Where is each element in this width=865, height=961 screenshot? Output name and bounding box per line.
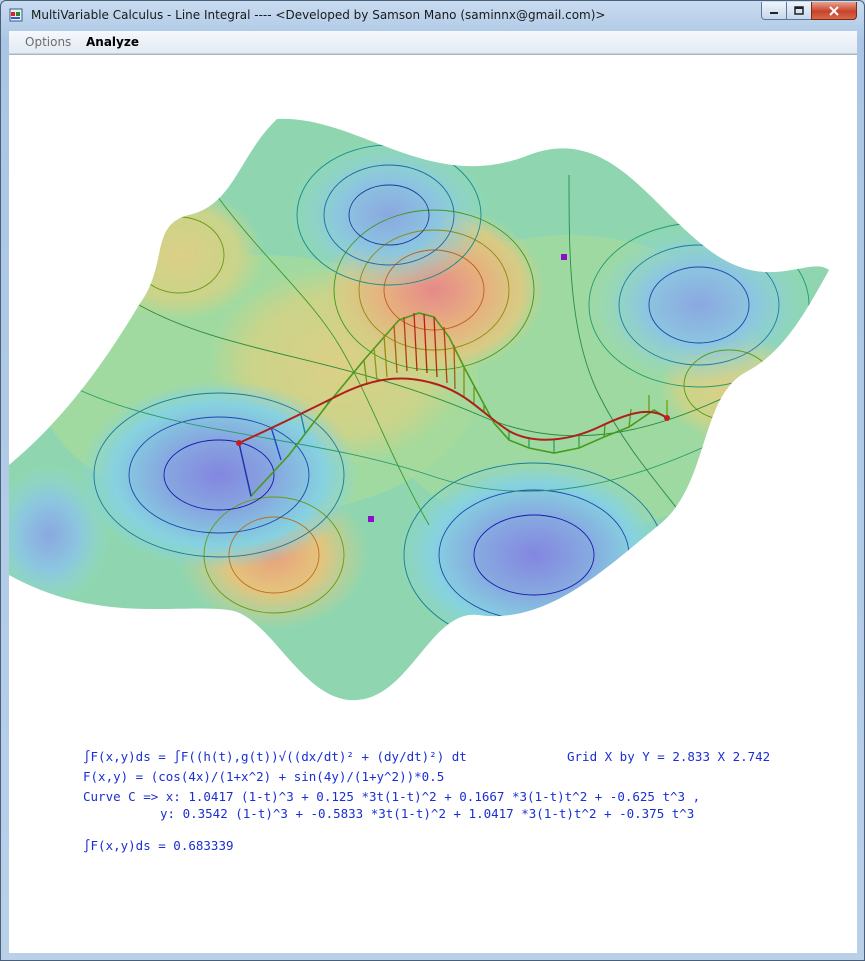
canvas-area[interactable]: ∫F(x,y)ds = ∫F((h(t),g(t))√((dx/dt)² + (… — [9, 54, 857, 953]
integral-result: ∫F(x,y)ds = 0.683339 — [83, 838, 234, 853]
control-point-1[interactable] — [561, 254, 567, 260]
close-button[interactable] — [811, 2, 857, 20]
curve-start-point[interactable] — [236, 440, 242, 446]
surface-plot[interactable] — [9, 55, 857, 735]
title-bar[interactable]: MultiVariable Calculus - Line Integral -… — [1, 1, 864, 31]
function-label: F(x,y) = (cos(4x)/(1+x^2) + sin(4y)/(1+y… — [83, 769, 445, 784]
window-title: MultiVariable Calculus - Line Integral -… — [31, 8, 606, 22]
grid-size-label: Grid X by Y = 2.833 X 2.742 — [567, 749, 771, 764]
menu-options[interactable]: Options — [25, 35, 72, 49]
minimize-icon — [770, 11, 778, 14]
integral-definition: ∫F(x,y)ds = ∫F((h(t),g(t))√((dx/dt)² + (… — [83, 749, 467, 764]
menu-analyze[interactable]: Analyze — [86, 35, 139, 49]
menu-bar: Options Analyze — [9, 31, 857, 54]
minimize-button[interactable] — [761, 2, 787, 20]
curve-end-point[interactable] — [664, 415, 670, 421]
maximize-button[interactable] — [786, 2, 812, 20]
app-icon — [9, 8, 23, 22]
curve-y-equation: y: 0.3542 (1-t)^3 + -0.5833 *3t(1-t)^2 +… — [160, 806, 695, 821]
surface-mesh — [9, 118, 829, 701]
curve-x-equation: Curve C => x: 1.0417 (1-t)^3 + 0.125 *3t… — [83, 789, 701, 804]
close-icon — [829, 5, 839, 16]
control-point-2[interactable] — [368, 516, 374, 522]
line-integral-curtain — [236, 312, 670, 498]
maximize-icon — [794, 5, 804, 15]
